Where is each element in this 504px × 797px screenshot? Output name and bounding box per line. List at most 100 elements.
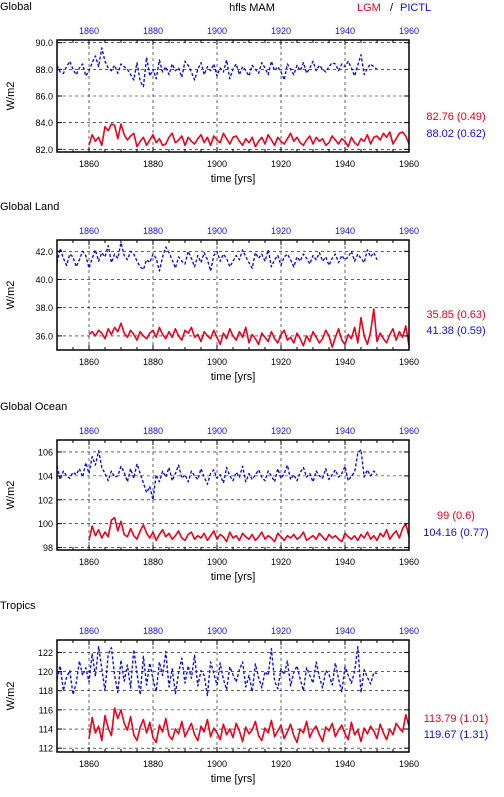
x-tick-label: 1860 (79, 159, 99, 169)
x-tick-label-top: 1880 (143, 426, 163, 436)
y-tick-label: 122 (38, 648, 53, 658)
x-tick-label: 1940 (335, 759, 355, 769)
panel-title: Tropics (0, 600, 36, 612)
summary-label-pictl: 88.02 (0.62) (426, 128, 485, 140)
x-tick-label-top: 1960 (399, 426, 419, 436)
y-axis-label: W/m2 (5, 82, 17, 111)
y-tick-label: 112 (39, 744, 53, 754)
y-axis-label: W/m2 (5, 682, 17, 711)
x-tick-label-top: 1900 (207, 26, 227, 36)
series-line-lgm (88, 123, 410, 148)
legend-separator: / (390, 2, 394, 14)
y-tick-label: 84.0 (35, 118, 53, 128)
x-tick-label: 1860 (79, 357, 99, 367)
x-tick-label: 1880 (143, 159, 163, 169)
summary-label-lgm: 99 (0.6) (437, 510, 475, 522)
x-tick-label: 1960 (399, 759, 419, 769)
series-line-pictl (56, 646, 378, 697)
series-line-lgm (88, 707, 410, 744)
x-tick-label: 1900 (207, 557, 227, 567)
panel-global: Global 1860 1860 1880 1880 1900 1900 1920 1920 19… (0, 1, 486, 185)
x-tick-label-top: 1900 (207, 226, 227, 236)
x-tick-label-top: 1920 (271, 626, 291, 636)
x-tick-label-top: 1940 (335, 26, 355, 36)
y-tick-label: 88.0 (35, 65, 53, 75)
x-tick-label-top: 1880 (143, 226, 163, 236)
x-tick-label-top: 1960 (399, 26, 419, 36)
panel-tropics: Tropics 1860 1860 1880 1880 1900 1900 1920 1920 1… (0, 600, 488, 785)
x-tick-label-top: 1940 (335, 226, 355, 236)
x-tick-label-top: 1900 (207, 426, 227, 436)
y-tick-label: 104 (38, 471, 53, 481)
x-tick-label-top: 1860 (79, 626, 99, 636)
x-tick-label-top: 1940 (335, 426, 355, 436)
y-tick-label: 114 (39, 725, 53, 735)
y-tick-label: 86.0 (35, 92, 53, 102)
x-axis-label: time [yrs] (211, 773, 256, 785)
y-axis-label: W/m2 (5, 281, 17, 310)
summary-label-lgm: 82.76 (0.49) (426, 111, 485, 123)
y-tick-label: 118 (39, 686, 53, 696)
legend-lgm-label: LGM (357, 2, 381, 14)
x-tick-label-top: 1920 (271, 226, 291, 236)
y-tick-label: 90.0 (35, 38, 53, 48)
x-tick-label-top: 1860 (79, 426, 99, 436)
y-tick-label: 82.0 (35, 145, 53, 155)
x-tick-label: 1960 (399, 159, 419, 169)
y-axis-label: W/m2 (5, 481, 17, 510)
x-tick-label: 1880 (143, 557, 163, 567)
y-tick-label: 100 (38, 519, 53, 529)
y-tick-label: 106 (38, 447, 53, 457)
x-tick-label-top: 1880 (143, 26, 163, 36)
x-axis-label: time [yrs] (211, 173, 256, 185)
x-tick-label: 1940 (335, 357, 355, 367)
x-tick-label: 1860 (79, 557, 99, 567)
x-tick-label: 1920 (271, 557, 291, 567)
y-tick-label: 36.0 (35, 331, 53, 341)
summary-label-pictl: 41.38 (0.59) (426, 325, 485, 337)
y-tick-label: 98 (43, 543, 53, 553)
summary-label-lgm: 113.79 (1.01) (424, 713, 489, 725)
y-tick-label: 42.0 (35, 247, 53, 257)
x-tick-label-top: 1880 (143, 626, 163, 636)
legend-pictl-label: PICTL (400, 2, 431, 14)
x-tick-label: 1960 (399, 557, 419, 567)
x-tick-label: 1920 (271, 357, 291, 367)
panel-title: Global Ocean (0, 401, 67, 413)
x-tick-label: 1940 (335, 557, 355, 567)
plot-frame (56, 439, 410, 551)
x-tick-label-top: 1960 (399, 226, 419, 236)
series-line-pictl (56, 448, 378, 501)
x-tick-label: 1880 (143, 357, 163, 367)
panel-global-ocean: Global Ocean 1860 1860 1880 1880 1900 1900 1920… (0, 401, 489, 583)
x-tick-label-top: 1860 (79, 226, 99, 236)
x-tick-label-top: 1920 (271, 26, 291, 36)
x-tick-label-top: 1900 (207, 626, 227, 636)
series-line-lgm (88, 308, 410, 349)
series-line-lgm (88, 516, 410, 543)
chart-header-variable: hfls MAM (229, 2, 275, 14)
series-line-pictl (56, 47, 378, 88)
x-tick-label: 1860 (79, 759, 99, 769)
panel-title: Global Land (0, 201, 59, 213)
panel-global-land: Global Land 1860 1860 1880 1880 1900 1900 1920 1… (0, 201, 486, 383)
summary-label-pictl: 119.67 (1.31) (424, 729, 489, 741)
x-axis-label: time [yrs] (211, 571, 256, 583)
y-tick-label: 40.0 (35, 275, 53, 285)
y-tick-label: 120 (38, 667, 53, 677)
y-tick-label: 102 (38, 495, 53, 505)
x-tick-label-top: 1920 (271, 426, 291, 436)
summary-label-pictl: 104.16 (0.77) (423, 527, 488, 539)
y-tick-label: 116 (39, 705, 53, 715)
x-tick-label: 1920 (271, 759, 291, 769)
panel-title: Global (0, 1, 32, 13)
series-line-pictl (56, 242, 378, 272)
x-tick-label: 1960 (399, 357, 419, 367)
x-tick-label: 1900 (207, 357, 227, 367)
x-tick-label: 1920 (271, 159, 291, 169)
summary-label-lgm: 35.85 (0.63) (426, 309, 485, 321)
x-tick-label: 1880 (143, 759, 163, 769)
x-tick-label-top: 1960 (399, 626, 419, 636)
x-tick-label-top: 1940 (335, 626, 355, 636)
